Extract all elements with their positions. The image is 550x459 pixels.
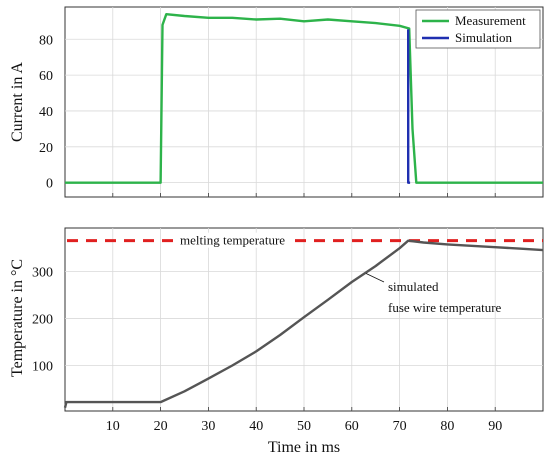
legend-box: [415, 9, 541, 49]
x-tick-label: 10: [106, 419, 120, 434]
x-tick-label: 50: [297, 419, 311, 434]
temperature-y-axis-label: Temperature in °C: [9, 259, 26, 377]
annotation-line-2: fuse wire temperature: [388, 300, 502, 315]
current-y-tick-label: 80: [39, 33, 53, 48]
x-tick-label: 20: [154, 419, 168, 434]
x-tick-label: 40: [249, 419, 263, 434]
temperature-chart: 100 200 300 10 20 30 40 50 60 70 80 90 melting tem…: [9, 227, 544, 456]
temperature-series: [63, 239, 544, 408]
series-line-temperature: [63, 239, 544, 408]
current-y-tick-label: 20: [39, 141, 53, 156]
annotation-line-1: simulated: [388, 279, 439, 294]
series-line-simulation: [407, 29, 411, 184]
temperature-y-tick-label: 300: [32, 266, 53, 281]
series-line-measurement: [65, 13, 543, 184]
current-y-tick-label: 60: [39, 69, 53, 84]
current-legend: Measurement Simulation: [415, 9, 541, 49]
annotation-pointer: [365, 273, 385, 283]
melting-temperature-label: melting temperature: [180, 233, 285, 248]
current-chart: 0 20 40 60 80 Current in A Measurement Simul…: [9, 6, 544, 198]
current-y-ticks: 0 20 40 60 80: [39, 33, 53, 191]
x-axis-label: Time in ms: [268, 439, 340, 456]
x-tick-label: 80: [440, 419, 454, 434]
temperature-y-tick-label: 200: [32, 313, 53, 328]
temperature-y-tick-label: 100: [32, 359, 53, 374]
current-y-tick-label: 40: [39, 105, 53, 120]
current-y-axis-label: Current in A: [9, 62, 26, 142]
temperature-y-ticks: 100 200 300: [32, 266, 53, 375]
x-tick-label: 90: [488, 419, 502, 434]
x-ticks: 10 20 30 40 50 60 70 80 90: [106, 419, 502, 434]
melting-label-background: [174, 232, 292, 248]
current-y-tick-label: 0: [46, 177, 53, 192]
x-tick-label: 70: [393, 419, 407, 434]
x-tick-label: 30: [201, 419, 215, 434]
current-series: [65, 13, 543, 184]
legend-label-measurement: Measurement: [455, 13, 526, 28]
x-tick-label: 60: [345, 419, 359, 434]
legend-label-simulation: Simulation: [455, 30, 513, 45]
